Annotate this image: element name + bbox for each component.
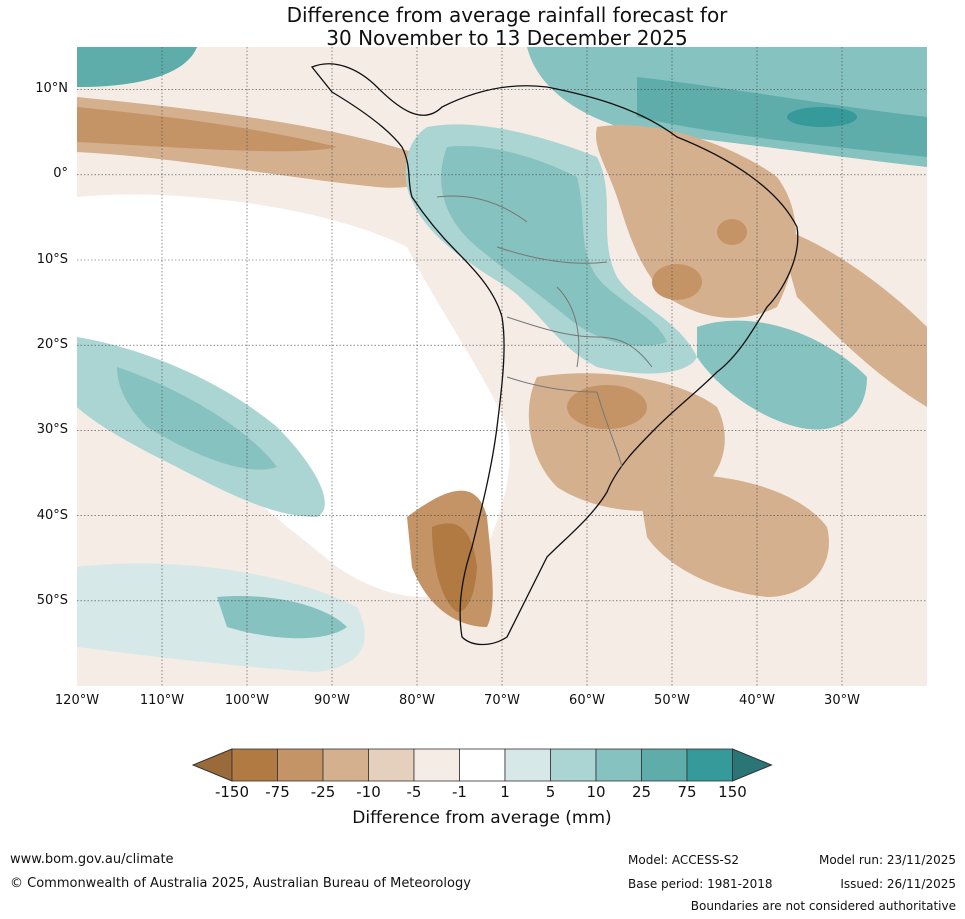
lat-label-30s: 30°S bbox=[36, 422, 68, 437]
lat-label-0: 0° bbox=[53, 166, 68, 181]
lat-label-10s: 10°S bbox=[36, 252, 68, 267]
colorbar-tick-label: 5 bbox=[545, 783, 556, 801]
lon-label-80w: 80°W bbox=[399, 693, 435, 708]
lon-label-40w: 40°W bbox=[739, 693, 775, 708]
rainfall-anomaly-map bbox=[77, 47, 927, 686]
graticule bbox=[77, 47, 927, 686]
footer-model: Model: ACCESS-S2 bbox=[628, 853, 740, 867]
colorbar-swatch bbox=[686, 748, 733, 782]
colorbar-swatch bbox=[641, 748, 688, 782]
colorbar-swatch bbox=[459, 748, 506, 782]
colorbar-tick-label: -75 bbox=[265, 783, 290, 801]
lon-label-50w: 50°W bbox=[654, 693, 690, 708]
colorbar-swatch bbox=[413, 748, 460, 782]
colorbar-tick-label: -1 bbox=[452, 783, 467, 801]
footer-model-run: Model run: 23/11/2025 bbox=[818, 853, 956, 867]
lon-label-90w: 90°W bbox=[314, 693, 350, 708]
colorbar-swatch bbox=[277, 748, 324, 782]
anomaly-fields bbox=[77, 47, 927, 686]
colorbar-extend-high bbox=[732, 748, 773, 782]
continent-coastline bbox=[310, 63, 799, 646]
title-line-2: 30 November to 13 December 2025 bbox=[326, 26, 688, 50]
map-canvas bbox=[77, 47, 927, 686]
colorbar bbox=[192, 748, 773, 782]
lat-label-40s: 40°S bbox=[36, 508, 68, 523]
colorbar-tick-label: 10 bbox=[586, 783, 606, 801]
lon-label-60w: 60°W bbox=[569, 693, 605, 708]
colorbar-swatch bbox=[368, 748, 415, 782]
colorbar-swatch bbox=[231, 748, 278, 782]
colorbar-tick-label: -150 bbox=[214, 783, 250, 801]
lon-label-70w: 70°W bbox=[484, 693, 520, 708]
country-borders bbox=[436, 195, 653, 468]
colorbar-tick-label: -10 bbox=[356, 783, 381, 801]
lon-label-100w: 100°W bbox=[224, 693, 270, 708]
lon-label-120w: 120°W bbox=[54, 693, 100, 708]
map-title: Difference from average rainfall forecas… bbox=[0, 4, 965, 50]
colorbar-swatch bbox=[504, 748, 551, 782]
colorbar-swatch bbox=[595, 748, 642, 782]
colorbar-swatch bbox=[550, 748, 597, 782]
colorbar-tick-label: 75 bbox=[677, 783, 697, 801]
colorbar-extend-low bbox=[192, 748, 233, 782]
footer-website: www.bom.gov.au/climate bbox=[10, 852, 174, 867]
footer-disclaimer: Boundaries are not considered authoritat… bbox=[690, 899, 956, 913]
colorbar-tick-label: 1 bbox=[500, 783, 510, 801]
title-line-1: Difference from average rainfall forecas… bbox=[286, 3, 728, 27]
footer-issued: Issued: 26/11/2025 bbox=[840, 877, 956, 891]
lat-label-20s: 20°S bbox=[36, 337, 68, 352]
colorbar-tick-label: 150 bbox=[718, 783, 747, 801]
colorbar-tick-label: 25 bbox=[631, 783, 652, 801]
colorbar-swatch bbox=[322, 748, 369, 782]
colorbar-tick-label: -25 bbox=[310, 783, 336, 801]
lon-label-30w: 30°W bbox=[824, 693, 860, 708]
footer-base-period: Base period: 1981-2018 bbox=[628, 877, 773, 891]
lat-label-50s: 50°S bbox=[36, 593, 68, 608]
colorbar-label: Difference from average (mm) bbox=[352, 808, 612, 828]
lon-label-110w: 110°W bbox=[139, 693, 185, 708]
lat-label-10n: 10°N bbox=[35, 81, 68, 96]
colorbar-tick-label: -5 bbox=[406, 783, 422, 801]
footer-copyright: © Commonwealth of Australia 2025, Austra… bbox=[10, 876, 471, 891]
